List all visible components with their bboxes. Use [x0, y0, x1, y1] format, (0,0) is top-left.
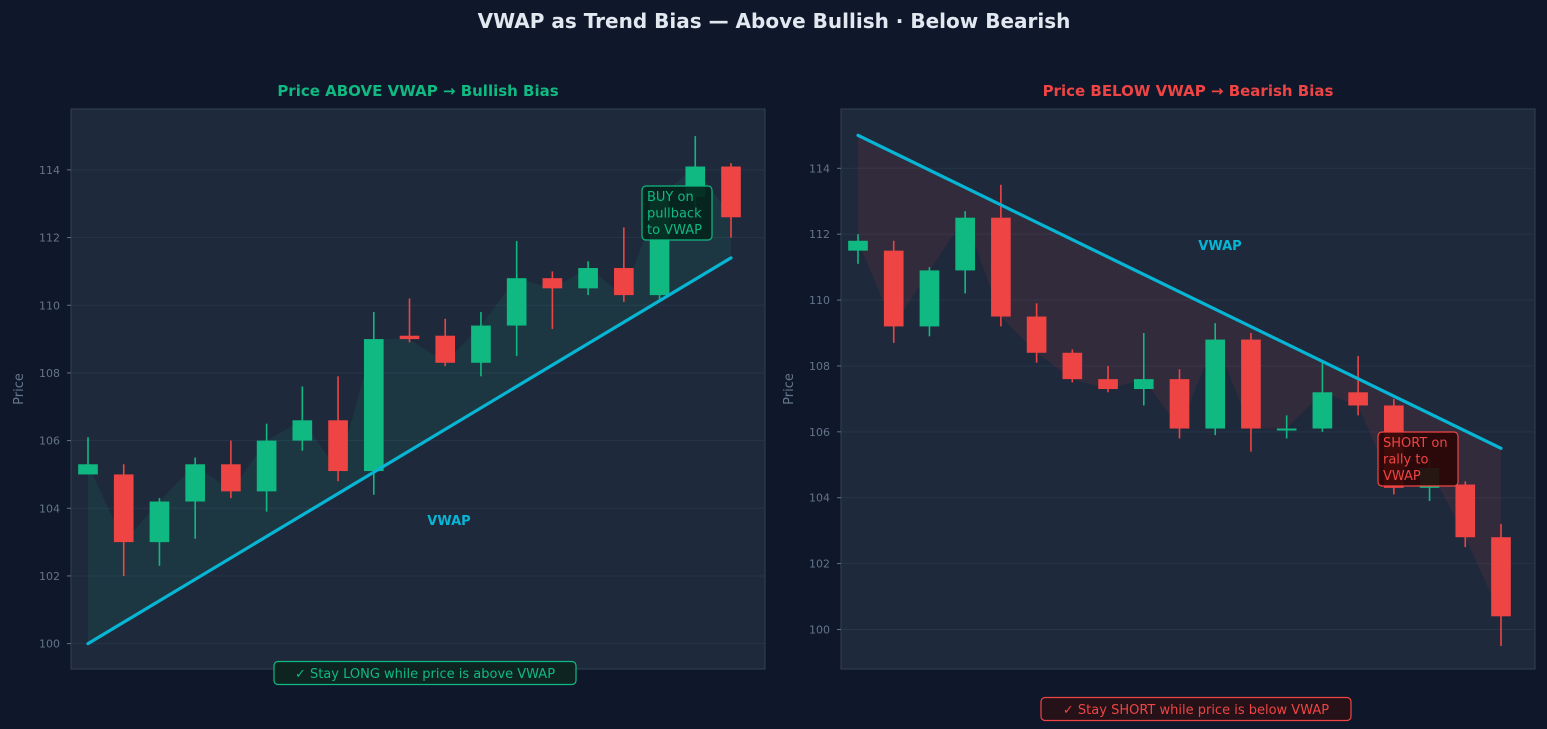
bull-candle-body [256, 440, 277, 492]
bull-y-tick-label: 114 [39, 164, 60, 177]
bear-y-tick-label: 112 [809, 228, 830, 241]
bull-candle-body [363, 339, 384, 472]
bear-candle-body [955, 217, 975, 271]
bear-candle-body [991, 217, 1011, 317]
bull-candle-body [506, 278, 527, 326]
bull-candle-body [292, 420, 313, 441]
bear-y-tick-label: 104 [809, 492, 830, 505]
bull-note-box [273, 660, 577, 686]
bull-candle-body [185, 464, 205, 502]
bull-annotation-text: BUY on pullback to VWAP [647, 190, 702, 238]
bull-y-tick-label: 102 [39, 570, 60, 583]
bull-y-tick-label: 100 [39, 638, 60, 651]
bull-candle-body [78, 464, 98, 475]
bull-y-tick-label: 110 [39, 299, 60, 312]
bull-y-tick-label: 112 [39, 232, 60, 245]
bear-annotation-text: SHORT on rally to VWAP [1383, 436, 1448, 484]
bear-candle-body [848, 240, 868, 251]
bull-candle-body [471, 325, 491, 363]
bear-candle-body [1133, 379, 1154, 389]
bull-candle-body [328, 420, 348, 472]
figure-title: VWAP as Trend Bias — Above Bullish · Bel… [478, 9, 1071, 33]
bear-candle-body [883, 250, 904, 327]
bear-vwap-label: VWAP [1198, 239, 1241, 254]
bull-candle-body [399, 335, 420, 340]
bear-candle-body [919, 270, 940, 327]
bull-candle-body [149, 501, 170, 543]
bear-y-tick-label: 110 [809, 294, 830, 307]
bear-vwap-line [856, 133, 1503, 450]
bear-y-tick-label: 100 [809, 623, 830, 636]
bear-y-tick-label: 106 [809, 426, 830, 439]
bear-y-tick-label: 108 [809, 360, 830, 373]
bull-candle-body [542, 278, 563, 289]
bear-candle-body [1312, 392, 1333, 429]
bear-candle-body [1241, 339, 1261, 429]
bull-y-tick-label: 104 [39, 502, 60, 515]
bull-chart-title: Price ABOVE VWAP → Bullish Bias [277, 82, 558, 100]
bear-note-box [1040, 696, 1352, 722]
bear-candle-body [1348, 392, 1368, 406]
bull-candle-body [721, 166, 741, 218]
bear-y-tick-label: 102 [809, 558, 830, 571]
bear-candle-body [1205, 339, 1226, 429]
bear-chart-title: Price BELOW VWAP → Bearish Bias [1043, 82, 1334, 100]
bull-note-text: ✓ Stay LONG while price is above VWAP [295, 667, 555, 682]
bull-y-tick-label: 108 [39, 367, 60, 380]
bull-candle-body [614, 268, 634, 296]
bull-vwap-label: VWAP [427, 514, 470, 529]
bear-candle-body [1276, 428, 1297, 431]
bull-vwap-line [86, 256, 733, 646]
bear-annotation-box [1377, 431, 1459, 487]
bear-note-text: ✓ Stay SHORT while price is below VWAP [1063, 703, 1329, 718]
bull-y-tick-label: 106 [39, 435, 60, 448]
bull-candle-body [113, 474, 134, 543]
bear-candle-body [1455, 484, 1476, 538]
bear-candle-body [1491, 537, 1511, 617]
bull-y-axis-label: Price [12, 373, 27, 405]
bull-vwap-gap-fill [88, 166, 731, 644]
bear-candle-body [1062, 352, 1083, 380]
bull-annotation-box [641, 185, 713, 241]
bear-y-axis-label: Price [782, 373, 797, 405]
bear-candle-body [1026, 316, 1047, 353]
bull-candle-body [221, 464, 241, 492]
bear-y-tick-label: 114 [809, 162, 830, 175]
bear-candle-body [1098, 379, 1118, 389]
bear-candle-body [1169, 379, 1190, 429]
bull-candle-body [578, 268, 598, 289]
bull-candle-body [435, 335, 456, 363]
